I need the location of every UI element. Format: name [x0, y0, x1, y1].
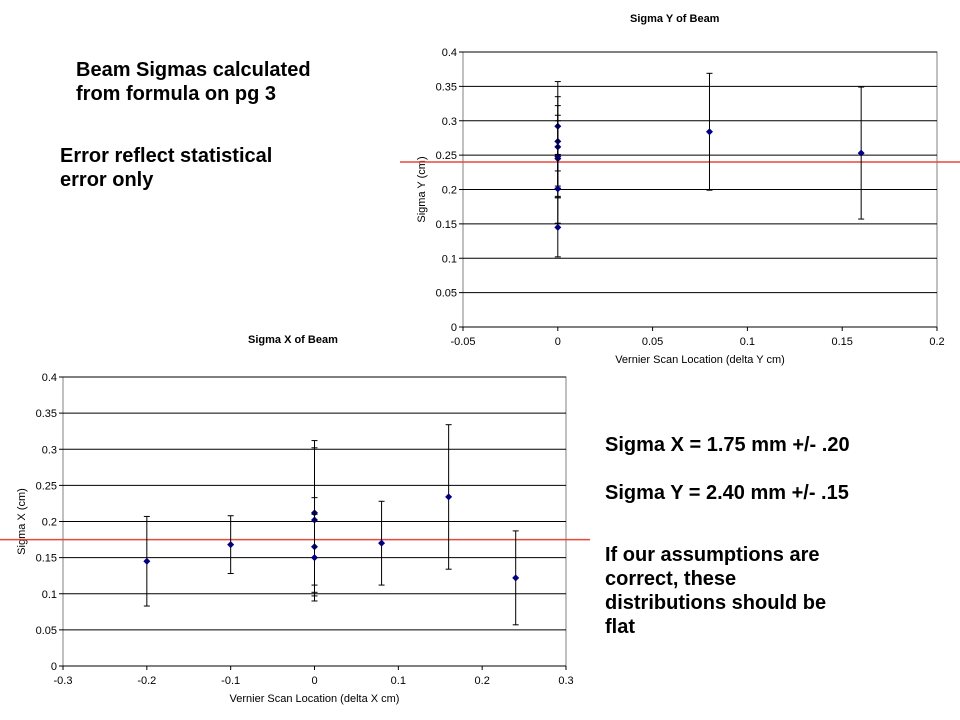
sigma-x-y-tick-label: 0 — [51, 661, 57, 673]
sigma-y-chart-title: Sigma Y of Beam — [630, 13, 720, 25]
sigma-x-y-axis-label: Sigma X (cm) — [16, 488, 28, 555]
sigma-x-y-tick-label: 0.4 — [42, 372, 57, 384]
note-beam-sigmas-line1: Beam Sigmas calculated — [76, 59, 311, 81]
sigma-x-x-tick-label: -0.3 — [54, 675, 73, 687]
note-sigma-x-result: Sigma X = 1.75 mm +/- .20 — [605, 434, 850, 456]
sigma-x-y-tick-label: 0.25 — [36, 480, 57, 492]
sigma-x-data-point — [143, 557, 151, 565]
sigma-y-data-point — [554, 223, 562, 231]
sigma-y-y-tick-label: 0.25 — [436, 150, 457, 162]
note-assumptions-line1: If our assumptions are — [605, 544, 820, 566]
sigma-x-x-tick-label: -0.1 — [221, 675, 240, 687]
sigma-x-x-tick-label: 0.1 — [391, 675, 406, 687]
sigma-y-y-tick-label: 0.2 — [442, 185, 457, 197]
sigma-y-y-tick-label: 0.3 — [442, 116, 457, 128]
sigma-y-y-tick-label: 0.1 — [442, 253, 457, 265]
sigma-y-x-tick-label: 0.05 — [642, 336, 663, 348]
note-statistical-error: Error reflect statistical error only — [60, 144, 272, 192]
note-sigma-y-result: Sigma Y = 2.40 mm +/- .15 — [605, 482, 849, 504]
sigma-y-x-tick-label: -0.05 — [450, 336, 475, 348]
sigma-y-x-tick-label: 0 — [555, 336, 561, 348]
sigma-x-y-tick-label: 0.35 — [36, 408, 57, 420]
sigma-x-data-point — [378, 539, 386, 547]
sigma-x-x-tick-label: 0.3 — [558, 675, 573, 687]
sigma-y-chart: 0 0.05 0.1 0.15 0.2 0.25 0.3 0.35 0.4 -0.05 0 0.05 0… — [400, 47, 960, 366]
sigma-y-y-tick-label: 0.4 — [442, 47, 457, 59]
sigma-y-data-point — [857, 149, 865, 157]
note-assumptions-line3: distributions should be — [605, 592, 827, 614]
sigma-x-data-point — [512, 574, 520, 582]
sigma-y-x-tick-label: 0.15 — [831, 336, 852, 348]
sigma-x-chart-title: Sigma X of Beam — [248, 334, 338, 346]
note-beam-sigmas-line2: from formula on pg 3 — [76, 83, 276, 105]
sigma-x-y-tick-label: 0.05 — [36, 625, 57, 637]
sigma-y-data-point — [705, 128, 713, 136]
sigma-x-x-tick-label: 0 — [311, 675, 317, 687]
sigma-y-y-tick-label: 0.15 — [436, 219, 457, 231]
sigma-x-x-axis-label: Vernier Scan Location (delta X cm) — [230, 693, 400, 705]
sigma-x-y-tick-label: 0.2 — [42, 517, 57, 529]
note-assumptions-line4: flat — [605, 616, 635, 638]
sigma-y-x-axis-label: Vernier Scan Location (delta Y cm) — [615, 354, 785, 366]
note-statistical-error-line1: Error reflect statistical — [60, 145, 273, 167]
sigma-y-x-tick-label: 0.1 — [740, 336, 755, 348]
sigma-x-data-point — [311, 554, 318, 562]
sigma-y-y-tick-label: 0.35 — [436, 81, 457, 93]
sigma-y-x-tick-label: 0.2 — [929, 336, 944, 348]
note-beam-sigmas: Beam Sigmas calculated from formula on p… — [76, 58, 311, 106]
sigma-y-y-tick-label: 0 — [451, 322, 457, 334]
sigma-x-x-tick-label: 0.2 — [475, 675, 490, 687]
sigma-y-data-point — [554, 185, 562, 193]
sigma-x-data-point — [445, 493, 453, 501]
sigma-x-y-tick-label: 0.15 — [36, 553, 57, 565]
sigma-x-y-tick-label: 0.1 — [42, 589, 57, 601]
sigma-x-chart: 0 0.05 0.1 0.15 0.2 0.25 0.3 0.35 0.4 -0.3 -0.2 -0.… — [0, 372, 590, 705]
sigma-y-y-axis-label: Sigma Y (cm) — [416, 156, 428, 222]
sigma-x-y-tick-label: 0.3 — [42, 444, 57, 456]
sigma-x-x-tick-label: -0.2 — [137, 675, 156, 687]
note-statistical-error-line2: error only — [60, 169, 154, 191]
note-assumptions: If our assumptions are correct, these di… — [605, 543, 905, 639]
note-assumptions-line2: correct, these — [605, 568, 737, 590]
sigma-x-data-point — [227, 541, 235, 549]
sigma-y-y-tick-label: 0.05 — [436, 288, 457, 300]
